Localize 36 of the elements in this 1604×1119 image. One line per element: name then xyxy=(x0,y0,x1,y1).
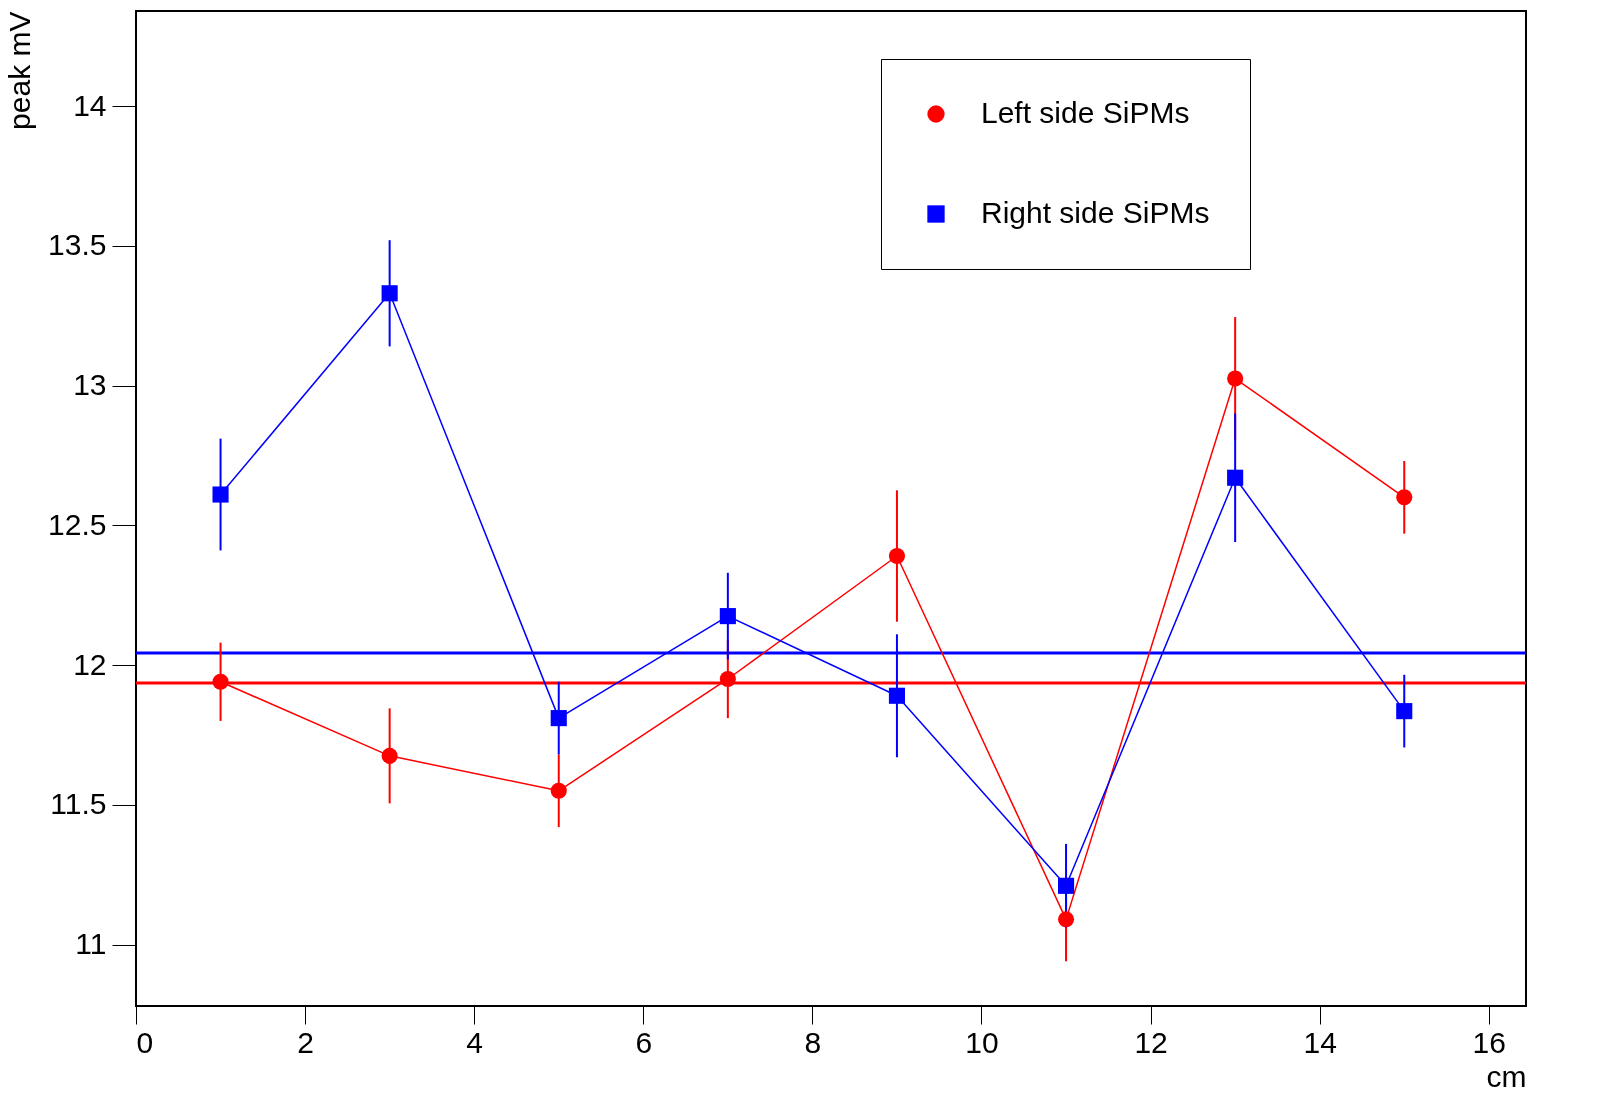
point xyxy=(550,710,567,727)
y-tick-label: 13.5 xyxy=(48,228,107,262)
x-tick-label: 8 xyxy=(804,1025,822,1059)
legend-label: Right side SiPMs xyxy=(981,196,1210,229)
y-tick-label: 13 xyxy=(73,368,107,402)
point xyxy=(1227,469,1244,486)
point xyxy=(212,486,229,503)
point xyxy=(381,285,398,302)
x-tick-label: 12 xyxy=(1134,1025,1168,1059)
y-tick-label: 11 xyxy=(75,927,107,961)
legend-label: Left side SiPMs xyxy=(981,96,1190,129)
point xyxy=(1057,911,1075,928)
point xyxy=(888,547,906,565)
x-tick-label: 2 xyxy=(297,1025,314,1059)
x-tick-label: 4 xyxy=(466,1025,484,1059)
x-tick-label: 6 xyxy=(635,1025,653,1059)
point xyxy=(381,747,398,764)
x-tick-label: 14 xyxy=(1303,1025,1337,1059)
point xyxy=(719,608,736,625)
point xyxy=(212,673,229,690)
y-tick-label: 12 xyxy=(73,647,107,681)
point xyxy=(719,670,736,688)
y-axis-title: peak mV xyxy=(3,11,37,130)
point xyxy=(1227,370,1244,387)
x-axis-title: cm xyxy=(1486,1059,1527,1093)
point xyxy=(1057,877,1075,894)
point xyxy=(550,782,567,799)
x-tick-label: 10 xyxy=(965,1025,999,1059)
point xyxy=(1396,489,1413,506)
y-tick-label: 11.5 xyxy=(50,787,107,821)
point xyxy=(1396,703,1413,720)
y-tick-label: 12.5 xyxy=(48,507,107,541)
point xyxy=(888,687,906,704)
y-tick-label: 14 xyxy=(73,88,107,122)
x-tick-label: 0 xyxy=(136,1025,154,1059)
x-tick-label: 16 xyxy=(1472,1025,1506,1059)
